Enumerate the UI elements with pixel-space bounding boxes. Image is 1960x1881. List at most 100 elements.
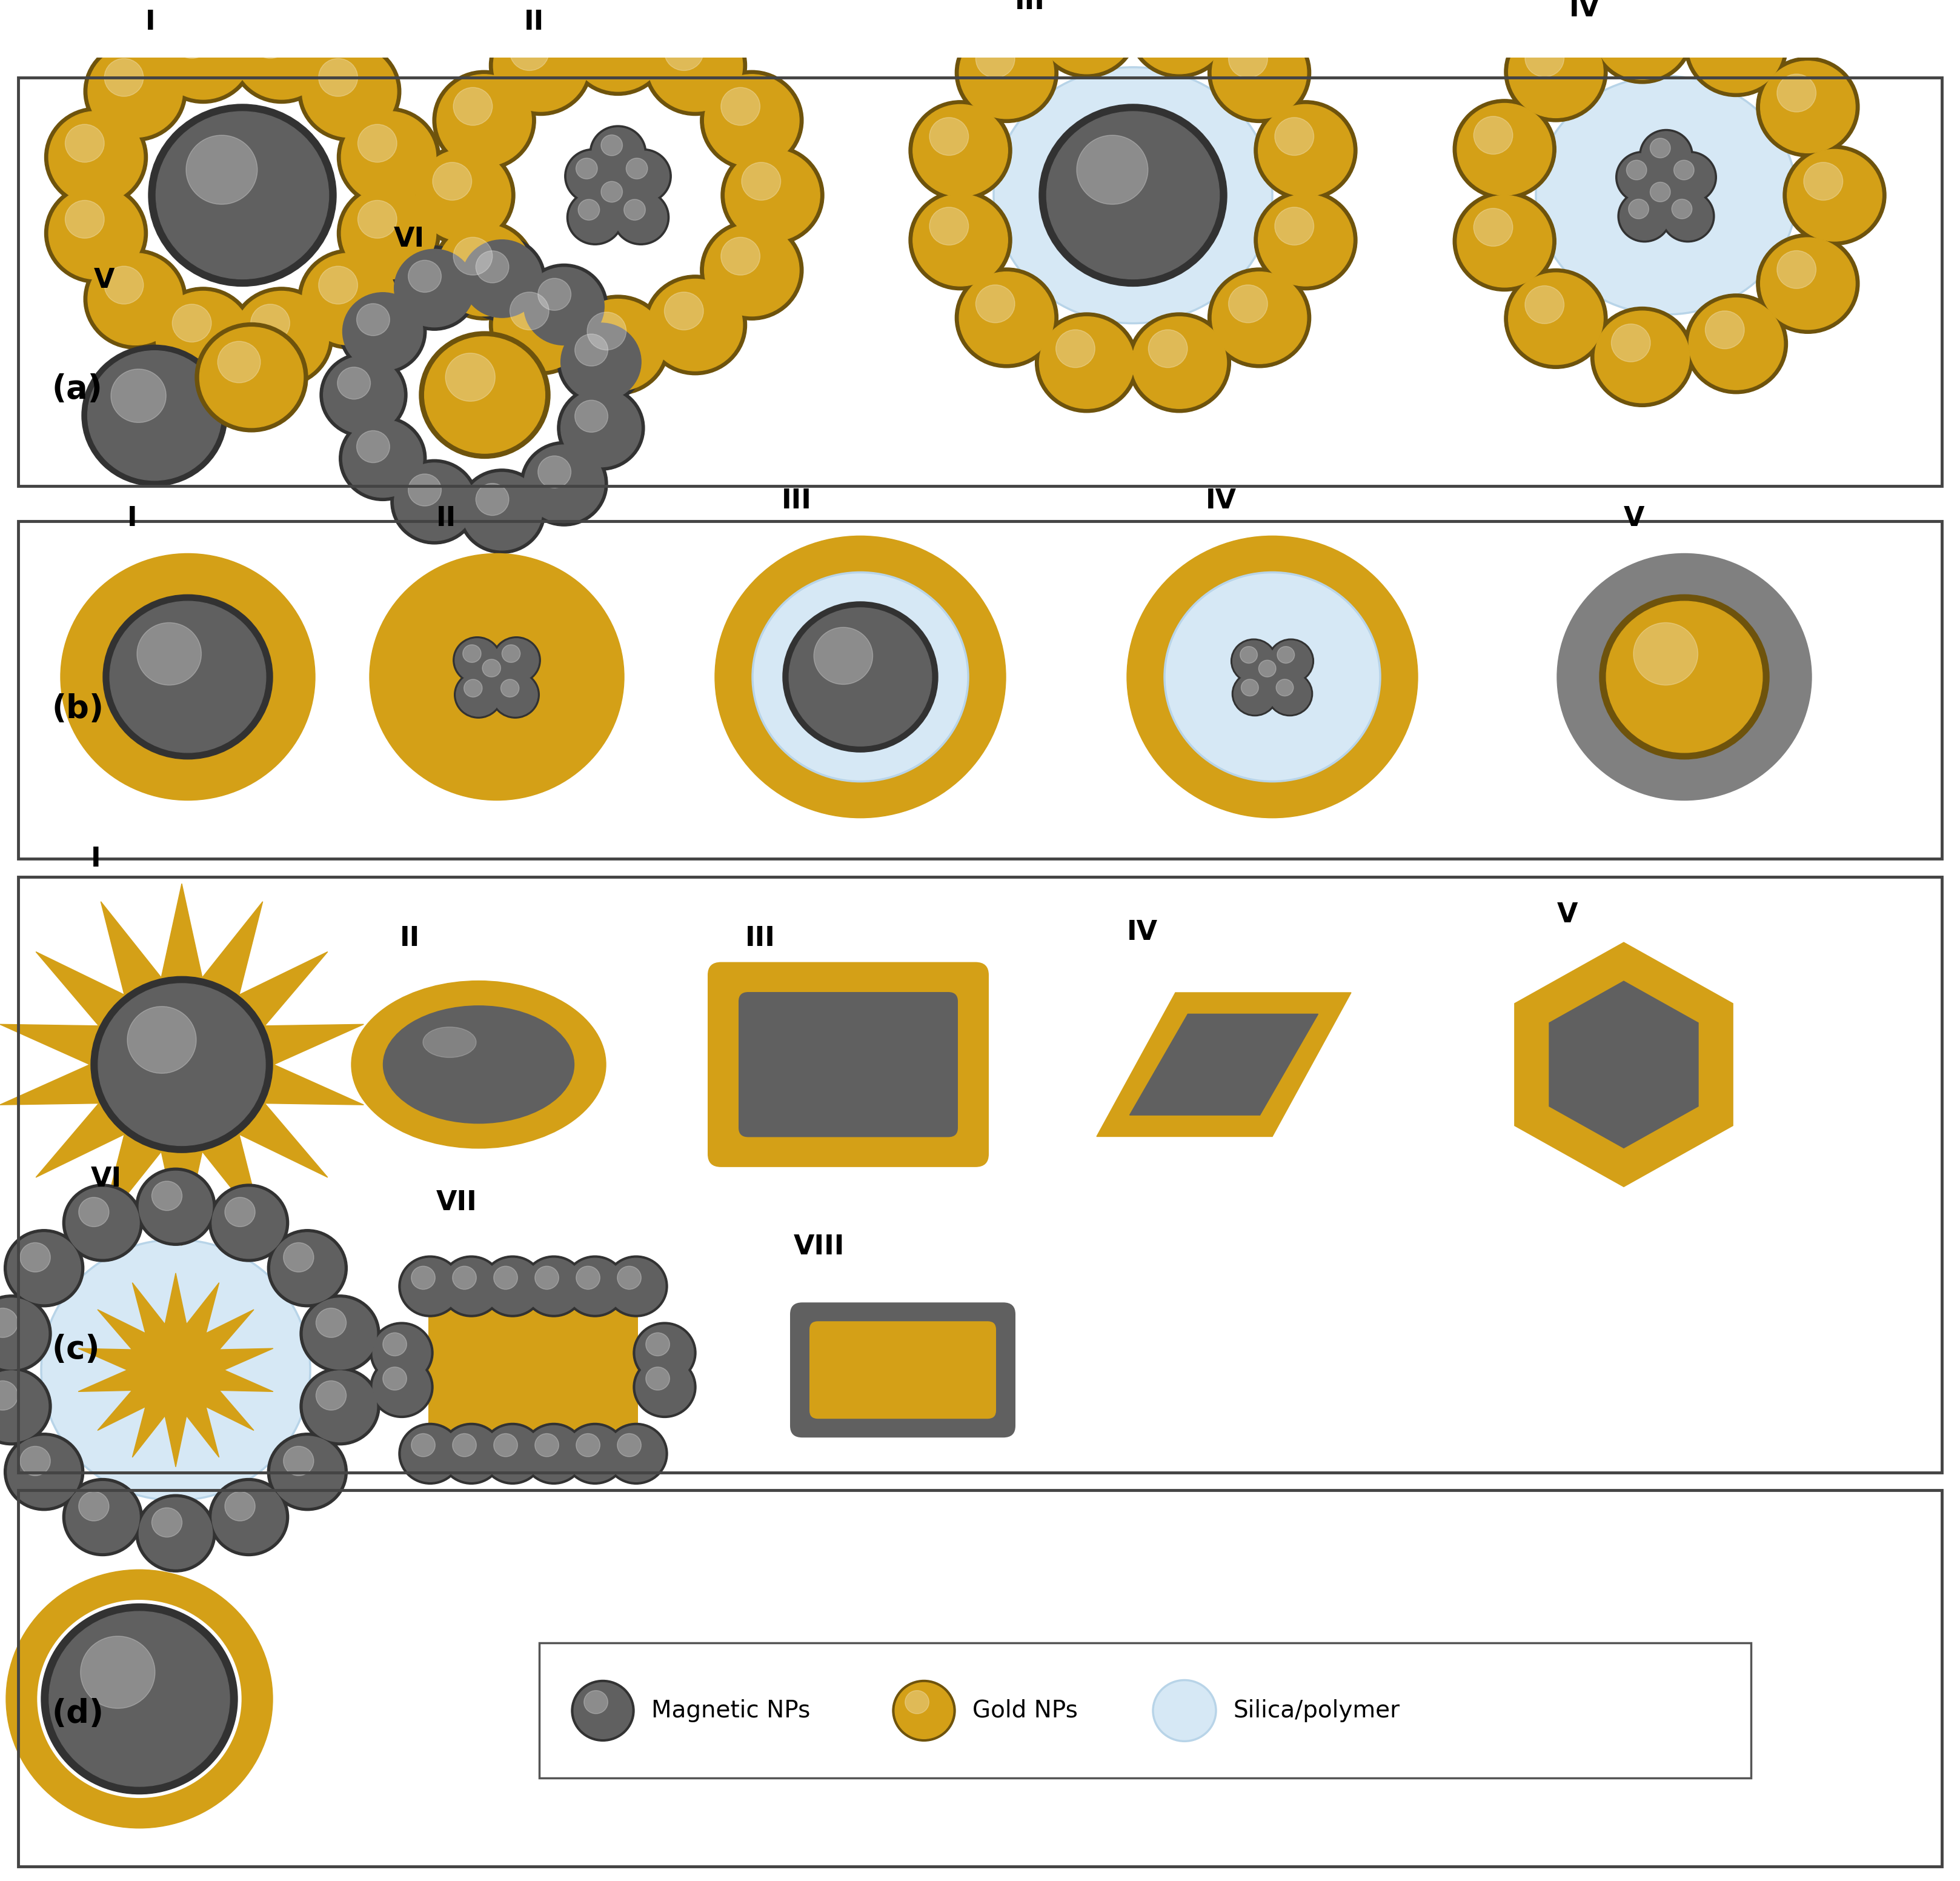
Circle shape	[0, 1298, 49, 1369]
Circle shape	[339, 416, 427, 500]
Circle shape	[319, 265, 357, 305]
Circle shape	[523, 267, 604, 344]
Circle shape	[1131, 316, 1227, 408]
Circle shape	[172, 305, 212, 342]
Ellipse shape	[384, 1006, 574, 1123]
Circle shape	[465, 679, 482, 698]
Circle shape	[617, 150, 668, 201]
Circle shape	[1617, 154, 1668, 201]
Circle shape	[20, 1243, 51, 1272]
Circle shape	[557, 320, 645, 404]
Circle shape	[909, 190, 1011, 290]
Circle shape	[633, 1356, 696, 1418]
Circle shape	[1686, 293, 1788, 393]
Circle shape	[304, 1371, 376, 1443]
Circle shape	[537, 455, 570, 487]
Circle shape	[490, 15, 592, 115]
Circle shape	[482, 658, 500, 677]
Circle shape	[568, 192, 621, 243]
FancyBboxPatch shape	[708, 961, 988, 1166]
Polygon shape	[1129, 1014, 1317, 1115]
Circle shape	[615, 149, 672, 203]
Circle shape	[337, 182, 441, 284]
Circle shape	[49, 1612, 229, 1787]
Circle shape	[229, 288, 333, 387]
Circle shape	[1525, 40, 1564, 77]
Circle shape	[592, 128, 645, 179]
Ellipse shape	[1164, 572, 1380, 781]
Circle shape	[90, 976, 272, 1153]
Circle shape	[304, 1298, 376, 1369]
FancyBboxPatch shape	[739, 991, 958, 1138]
Circle shape	[135, 1168, 216, 1245]
Circle shape	[892, 1680, 955, 1742]
Text: I: I	[90, 846, 102, 873]
Circle shape	[563, 1424, 627, 1484]
Text: I: I	[145, 9, 155, 36]
Circle shape	[1525, 286, 1564, 324]
Circle shape	[1127, 0, 1231, 77]
Circle shape	[149, 103, 337, 286]
Circle shape	[151, 1509, 182, 1537]
Bar	[18, 877, 1942, 1473]
Circle shape	[151, 288, 255, 387]
Circle shape	[606, 1424, 668, 1484]
Circle shape	[137, 623, 202, 685]
Circle shape	[212, 1482, 286, 1554]
Circle shape	[1617, 190, 1672, 243]
Circle shape	[419, 331, 551, 459]
Circle shape	[1611, 0, 1650, 40]
Circle shape	[704, 224, 800, 316]
Circle shape	[1788, 149, 1882, 241]
Circle shape	[412, 145, 515, 245]
Polygon shape	[0, 884, 365, 1245]
Circle shape	[82, 344, 227, 485]
Circle shape	[645, 1334, 670, 1356]
Circle shape	[1207, 267, 1311, 367]
Circle shape	[151, 1181, 182, 1211]
Circle shape	[1474, 209, 1513, 246]
Circle shape	[357, 303, 390, 335]
Circle shape	[782, 602, 939, 752]
Circle shape	[521, 1424, 586, 1484]
Circle shape	[1056, 329, 1096, 367]
Circle shape	[1249, 653, 1296, 698]
Circle shape	[67, 1482, 139, 1554]
Circle shape	[0, 1307, 18, 1337]
Text: (d): (d)	[51, 1699, 104, 1729]
Circle shape	[1599, 594, 1770, 760]
Circle shape	[1642, 175, 1691, 224]
Circle shape	[1268, 640, 1313, 683]
Circle shape	[472, 651, 521, 698]
Circle shape	[561, 389, 641, 466]
Circle shape	[78, 1492, 110, 1522]
Circle shape	[8, 1232, 80, 1304]
Circle shape	[1250, 655, 1294, 696]
Circle shape	[172, 21, 212, 58]
Circle shape	[537, 278, 570, 310]
Circle shape	[284, 1446, 314, 1477]
Circle shape	[151, 4, 255, 103]
Circle shape	[45, 182, 147, 284]
Circle shape	[425, 337, 545, 453]
Circle shape	[408, 260, 441, 292]
Circle shape	[1258, 105, 1352, 196]
Circle shape	[1615, 150, 1670, 203]
Circle shape	[1241, 679, 1258, 696]
Circle shape	[570, 299, 664, 391]
Circle shape	[649, 278, 743, 371]
Circle shape	[1039, 316, 1135, 408]
Text: VIII: VIII	[794, 1234, 845, 1260]
Circle shape	[602, 135, 623, 156]
Circle shape	[615, 192, 666, 243]
Circle shape	[63, 1185, 143, 1262]
Circle shape	[645, 1367, 670, 1390]
Circle shape	[976, 284, 1015, 324]
Circle shape	[1639, 173, 1693, 226]
Circle shape	[625, 158, 647, 179]
Circle shape	[1274, 207, 1313, 245]
Circle shape	[700, 220, 804, 320]
Text: (c): (c)	[51, 1334, 100, 1366]
Circle shape	[590, 171, 647, 228]
Circle shape	[1642, 132, 1691, 179]
